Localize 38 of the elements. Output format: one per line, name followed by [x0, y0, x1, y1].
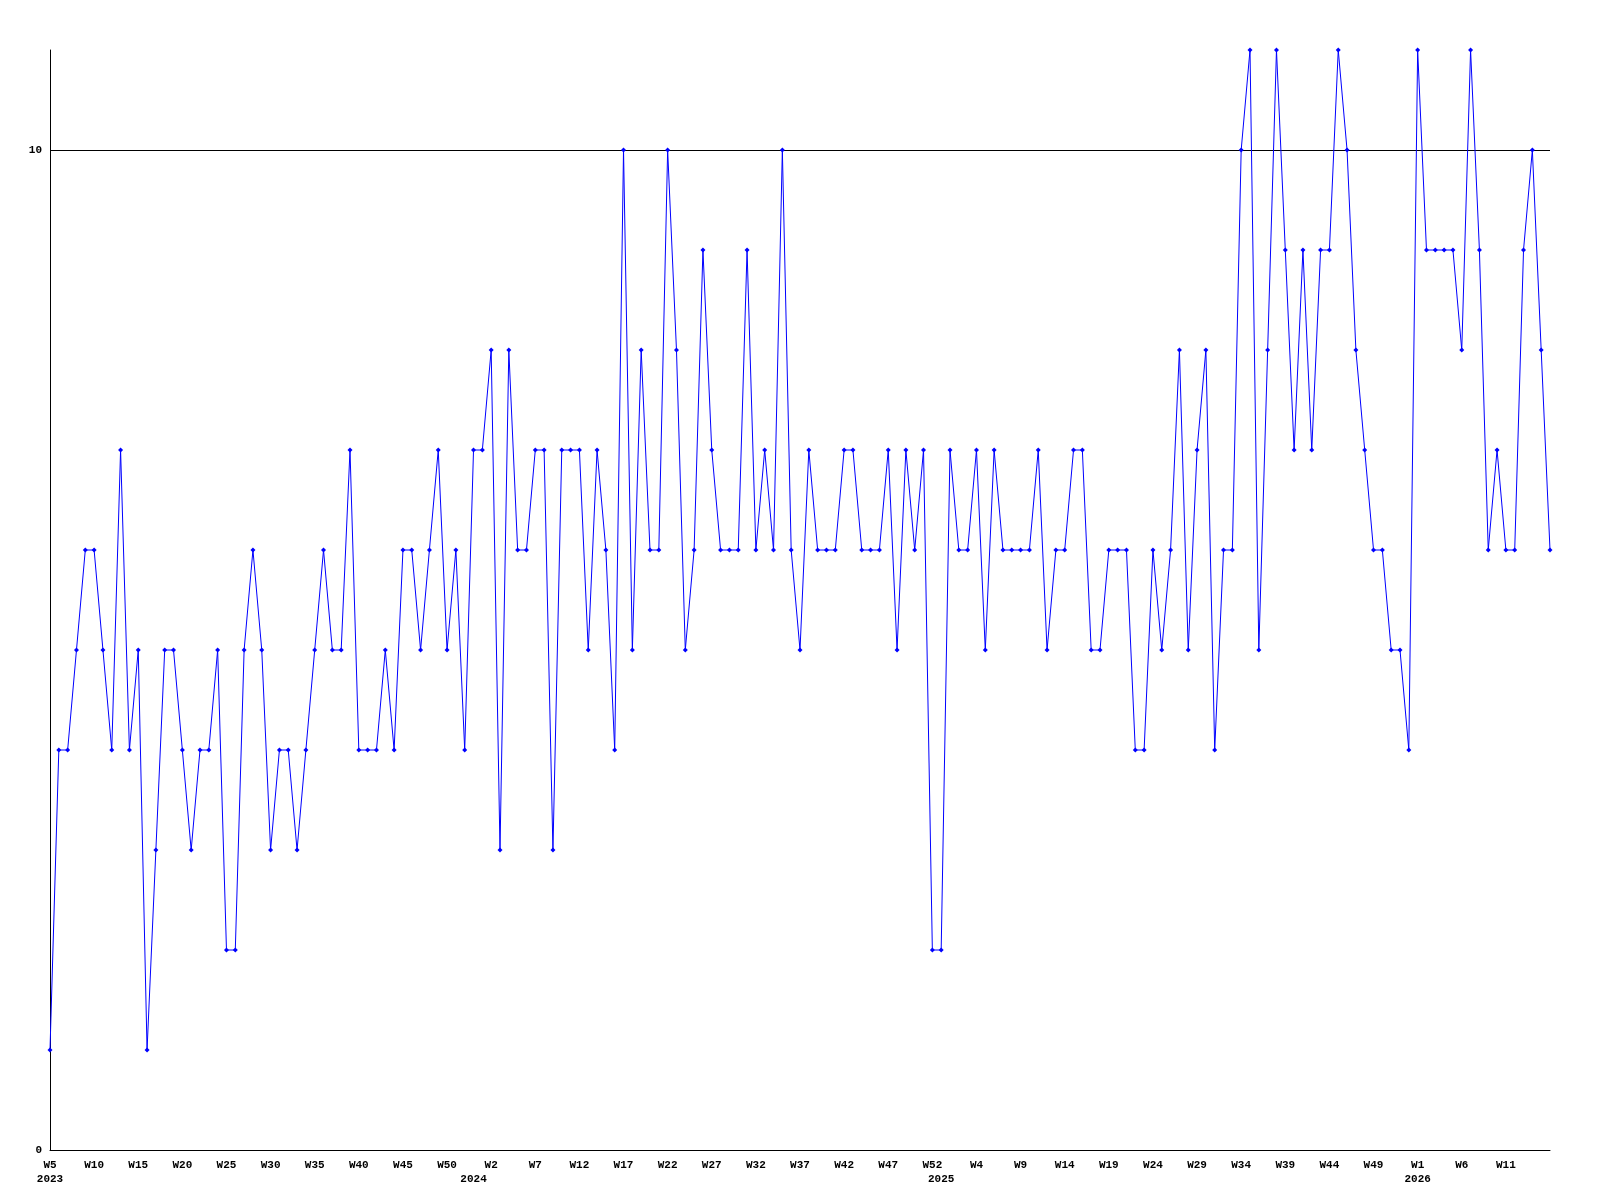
x-tick-label: W50 [437, 1159, 457, 1171]
x-tick-label: W9 [1013, 1159, 1028, 1171]
x-tick-label: W47 [878, 1159, 899, 1171]
x-tick-label: W25 [216, 1159, 237, 1171]
x-tick-label: W42 [834, 1159, 855, 1171]
x-tick-label: W29 [1187, 1159, 1207, 1171]
x-tick-label: W12 [569, 1159, 590, 1171]
x-tick-label: W27 [701, 1159, 722, 1171]
x-tick-label: W40 [348, 1159, 369, 1171]
x-tick-label: W37 [790, 1159, 810, 1171]
x-tick-label: W32 [745, 1159, 766, 1171]
x-tick-label: W49 [1363, 1159, 1384, 1171]
x-tick-label: W24 [1143, 1159, 1164, 1171]
x-tick-label: W6 [1455, 1159, 1469, 1171]
x-tick-label: W22 [657, 1159, 678, 1171]
y-tick-label: 0 [35, 1144, 42, 1156]
x-tick-label: W4 [969, 1159, 984, 1171]
x-tick-label: W34 [1231, 1159, 1252, 1171]
x-tick-label: W2 [484, 1159, 498, 1171]
x-tick-label: W19 [1098, 1159, 1119, 1171]
y-tick-label: 10 [28, 144, 42, 156]
x-tick-label: W52 [922, 1159, 943, 1171]
x-tick-label: W35 [304, 1159, 325, 1171]
x-tick-label: W11 [1495, 1159, 1517, 1171]
x-tick-label: W5 2023 [36, 1159, 64, 1185]
x-tick-label: W45 [393, 1159, 414, 1171]
x-tick-label: W44 [1319, 1159, 1340, 1171]
x-tick-label: W7 [528, 1159, 542, 1171]
x-tick-label: W39 [1275, 1159, 1296, 1171]
x-tick-label: W17 [613, 1159, 634, 1171]
x-tick-label: W30 [260, 1159, 281, 1171]
x-tick-label: W14 [1054, 1159, 1075, 1171]
x-tick-label: W15 [128, 1159, 149, 1171]
x-tick-label: W20 [172, 1159, 193, 1171]
x-tick-label: 2024 [460, 1173, 488, 1185]
x-tick-label: W10 [84, 1159, 105, 1171]
x-tick-label: W1 2026 [1404, 1159, 1431, 1185]
x-tick-label: 2025 [927, 1173, 955, 1185]
